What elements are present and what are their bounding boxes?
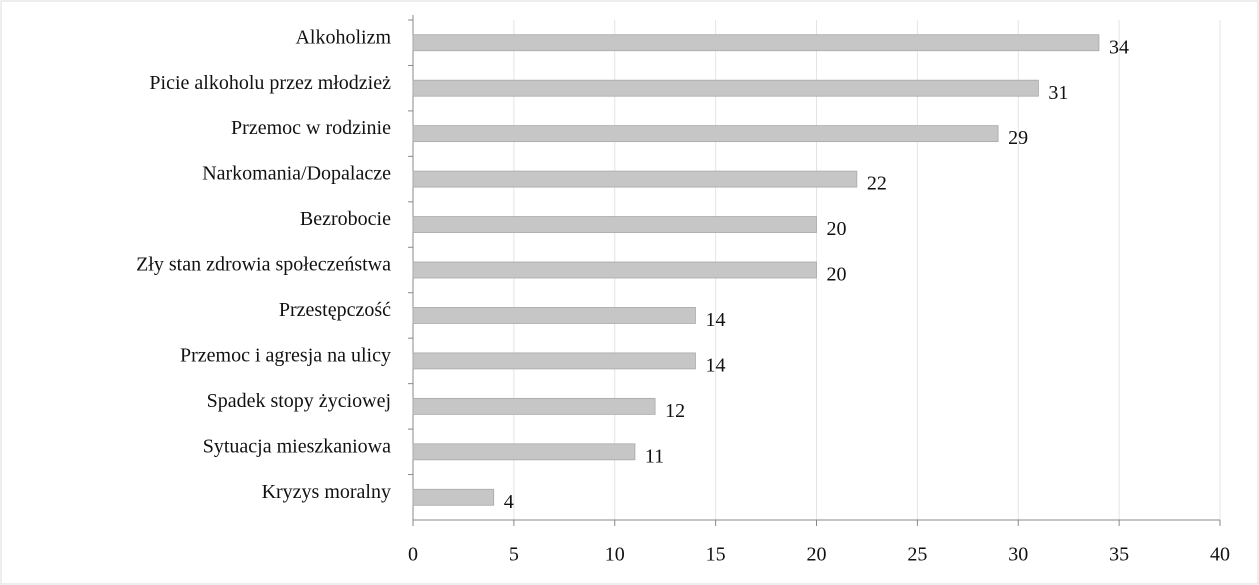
y-tick-label: Zły stan zdrowia społeczeństwa xyxy=(136,254,391,276)
x-tick-label: 20 xyxy=(807,544,827,566)
x-tick-label: 25 xyxy=(907,544,927,566)
y-tick-label: Narkomania/Dopalacze xyxy=(202,163,391,185)
y-tick-label: Przemoc w rodzinie xyxy=(231,117,391,139)
y-tick-label: Picie alkoholu przez młodzież xyxy=(149,72,391,94)
value-label: 12 xyxy=(665,400,685,422)
value-label: 14 xyxy=(705,355,725,377)
bar xyxy=(412,307,696,324)
bar xyxy=(412,170,858,188)
value-label: 29 xyxy=(1008,127,1028,149)
x-tick-label: 30 xyxy=(1008,544,1028,566)
x-tick-label: 40 xyxy=(1210,544,1230,566)
y-tick-label: Przemoc i agresja na ulicy xyxy=(180,345,391,367)
bar xyxy=(412,261,817,279)
y-tick-label: Alkoholizm xyxy=(295,26,391,48)
x-tick-label: 0 xyxy=(408,544,418,566)
bar xyxy=(412,79,1039,97)
value-label: 31 xyxy=(1048,82,1068,104)
bar xyxy=(412,397,656,415)
value-label: 34 xyxy=(1109,36,1129,58)
bar xyxy=(412,352,696,370)
value-label: 4 xyxy=(504,491,514,513)
x-tick-label: 15 xyxy=(706,544,726,566)
value-label: 14 xyxy=(705,309,725,331)
value-label: 20 xyxy=(827,264,847,286)
y-tick-label: Bezrobocie xyxy=(300,208,391,230)
y-tick-label: Kryzys moralny xyxy=(262,481,391,503)
y-tick-label: Sytuacja mieszkaniowa xyxy=(203,435,391,457)
value-label: 22 xyxy=(867,173,887,195)
x-tick-label: 35 xyxy=(1109,544,1129,566)
bar xyxy=(412,443,636,461)
bar xyxy=(412,125,999,143)
y-tick-label: Przestępczość xyxy=(279,299,391,321)
x-tick-label: 5 xyxy=(509,544,519,566)
bar xyxy=(412,216,817,233)
bar xyxy=(412,488,495,506)
bar xyxy=(412,34,1100,52)
y-tick-label: Spadek stopy życiowej xyxy=(207,390,391,412)
x-tick-label: 10 xyxy=(605,544,625,566)
value-label: 11 xyxy=(645,445,664,467)
value-label: 20 xyxy=(827,218,847,240)
